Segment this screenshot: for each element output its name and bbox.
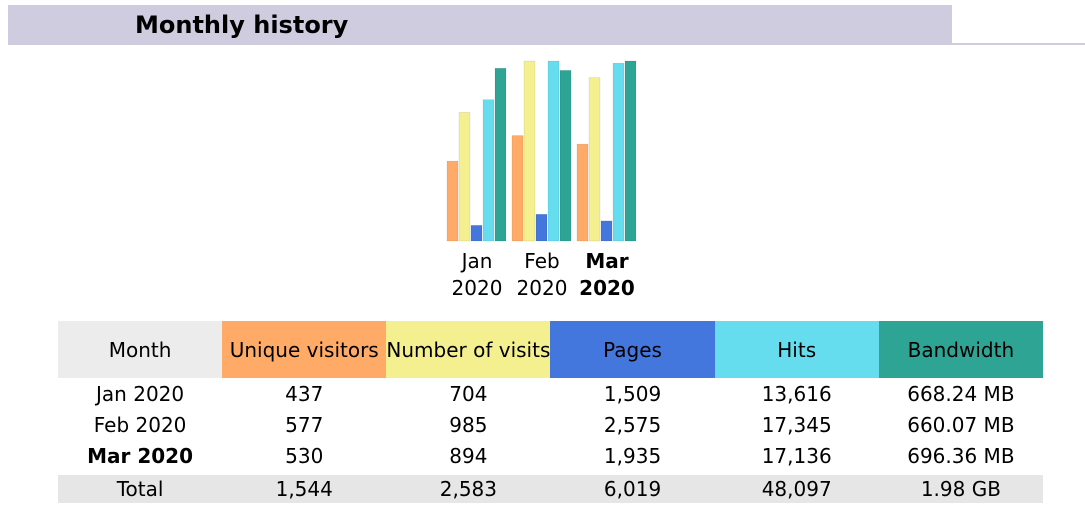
- title-line: [952, 43, 1085, 45]
- bar: [588, 77, 601, 242]
- bar: [446, 160, 459, 242]
- cell: 985: [449, 412, 488, 437]
- bar: [458, 112, 471, 242]
- column-header: Bandwidth: [878, 321, 1043, 378]
- total-cell: 1.98 GB: [878, 475, 1043, 503]
- cell: Mar 2020: [87, 443, 194, 468]
- stats-table: Month Unique visitors Number of visits Page…: [58, 321, 1043, 503]
- bar: [576, 143, 589, 242]
- bar: [612, 62, 625, 242]
- column-header: Month: [58, 321, 223, 378]
- cell: 894: [449, 443, 488, 468]
- total-cell: Total: [58, 475, 223, 503]
- column-header: Pages: [550, 321, 715, 378]
- x-tick-label: Feb 2020: [516, 249, 568, 300]
- cell: 1,935: [603, 443, 662, 468]
- cell: 704: [449, 381, 488, 406]
- cell: 2,575: [603, 412, 662, 437]
- cell: 668.24 MB: [907, 381, 1015, 406]
- chart: [446, 60, 637, 242]
- column-header: Hits: [714, 321, 879, 378]
- bar: [547, 60, 560, 242]
- cell: 437: [285, 381, 324, 406]
- bar: [624, 60, 637, 242]
- row: Mar 2020 530 894 1,935 17,136 696.36 MB: [58, 440, 1043, 471]
- total-cell: 2,583: [386, 475, 551, 503]
- column-header: Unique visitors: [222, 321, 387, 378]
- bar: [511, 135, 524, 242]
- bar: [559, 70, 572, 242]
- cell: 17,345: [761, 412, 832, 437]
- cell: 17,136: [761, 443, 832, 468]
- total-row: Total 1,544 2,583 6,019 48,097 1.98 GB: [58, 475, 1043, 503]
- cell: 577: [285, 412, 324, 437]
- total-cell: 6,019: [550, 475, 715, 503]
- row: Feb 2020 577 985 2,575 17,345 660.07 MB: [58, 409, 1043, 440]
- total-cell: 1,544: [222, 475, 387, 503]
- bar: [470, 225, 483, 242]
- cell: 1,509: [603, 381, 662, 406]
- bar: [523, 60, 536, 242]
- cell: Jan 2020: [96, 381, 185, 406]
- cell: 13,616: [761, 381, 832, 406]
- title-bar: Monthly history: [8, 5, 952, 45]
- title: Monthly history: [135, 11, 349, 39]
- x-tick-label: Mar 2020: [579, 249, 635, 300]
- bar: [482, 99, 495, 242]
- cell: Feb 2020: [93, 412, 187, 437]
- bar: [600, 220, 613, 242]
- row: Jan 2020 437 704 1,509 13,616 668.24 MB: [58, 378, 1043, 409]
- cell: 530: [285, 443, 324, 468]
- header-row: Month Unique visitors Number of visits Page…: [58, 321, 1043, 378]
- column-header: Number of visits: [386, 321, 551, 378]
- bar: [494, 68, 507, 242]
- cell: 660.07 MB: [907, 412, 1015, 437]
- x-tick-label: Jan 2020: [451, 249, 503, 300]
- cell: 696.36 MB: [907, 443, 1015, 468]
- total-cell: 48,097: [714, 475, 879, 503]
- bar: [535, 214, 548, 242]
